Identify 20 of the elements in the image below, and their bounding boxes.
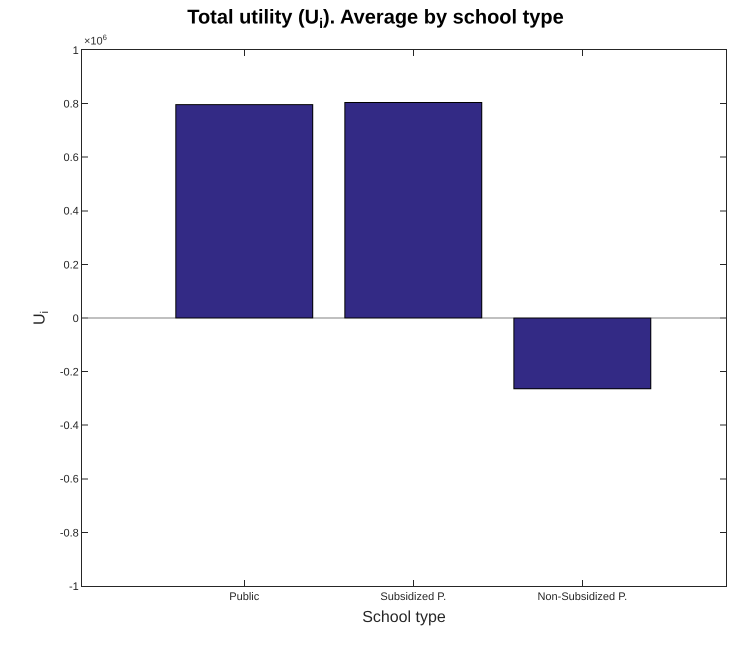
y-tick-label: -0.4 (60, 420, 79, 432)
x-tick-label: Public (229, 591, 260, 604)
y-tick-label: -0.8 (60, 527, 79, 540)
y-tick-label: 0.4 (64, 206, 79, 218)
x-axis-title: School type (362, 608, 446, 626)
y-tick-label: 0.6 (64, 152, 79, 164)
y-tick-label: -1 (69, 580, 79, 593)
y-tick-label: -0.2 (60, 366, 79, 378)
y-tick-label: 1 (72, 44, 79, 57)
bar (513, 318, 652, 390)
chart-title: Total utility (U$_{i}$). Average by school type (187, 6, 564, 31)
bar (344, 102, 482, 318)
y-tick-label: 0.8 (64, 98, 79, 110)
x-tick-label: Subsidized P. (380, 591, 446, 604)
y-tick-label: 0 (72, 312, 79, 325)
text: ×10$^{6}$ (84, 33, 107, 48)
y-tick-label: -0.6 (60, 474, 79, 486)
x-tick-label: Non-Subsidized P. (537, 591, 628, 604)
bar (175, 104, 314, 318)
y-tick-label: 0.2 (64, 259, 79, 272)
